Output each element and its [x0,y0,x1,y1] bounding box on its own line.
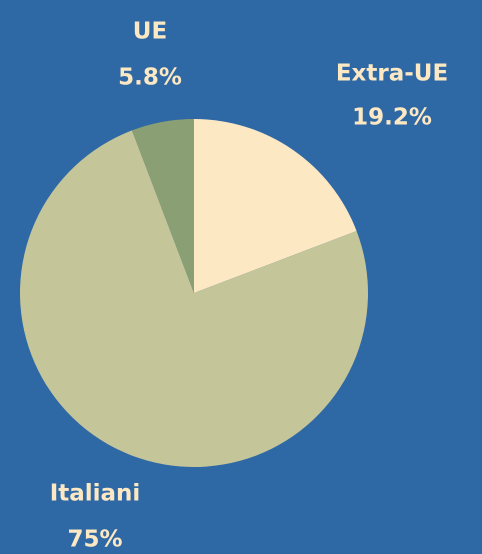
pie-slice [194,119,357,293]
slice-value: 19.2% [352,105,432,131]
pie-slice [131,119,194,293]
pie-slice [20,130,368,467]
slice-label: Italiani [50,481,141,507]
slice-value: 75% [67,527,122,553]
slice-label: UE [133,19,167,45]
slice-value: 5.8% [118,65,182,91]
slice-label: Extra-UE [336,61,448,87]
